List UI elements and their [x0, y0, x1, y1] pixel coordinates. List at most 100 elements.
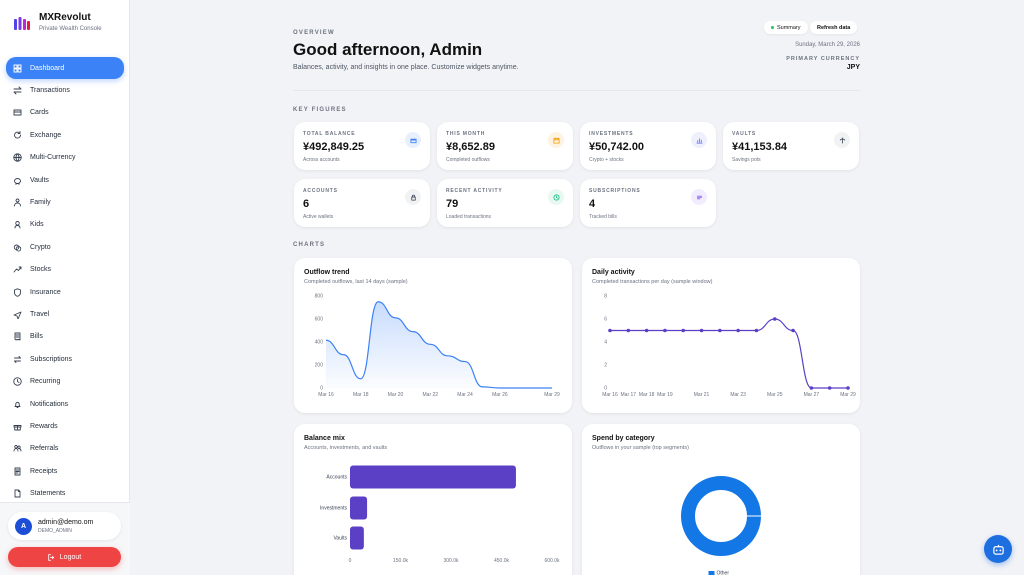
piggy-icon	[14, 177, 21, 185]
sidebar-item-kids[interactable]: Kids	[6, 214, 124, 236]
sidebar-item-travel[interactable]: Travel	[6, 303, 124, 325]
logout-icon	[48, 553, 54, 561]
x-tick-label: Mar 22	[423, 392, 439, 398]
sidebar-item-rewards[interactable]: Rewards	[6, 415, 124, 437]
data-point[interactable]	[644, 328, 649, 333]
area-fill	[326, 301, 552, 388]
sidebar-item-referrals[interactable]: Referrals	[6, 438, 124, 460]
chart-subtitle: Completed outflows, last 14 days (sample…	[304, 279, 408, 285]
primary-currency-value: JPY	[846, 64, 860, 71]
sidebar-item-notifications[interactable]: Notifications	[6, 393, 124, 415]
arrows-icon	[13, 86, 22, 95]
kpi-card-this-month[interactable]: THIS MONTH ¥8,652.89 Completed outflows	[437, 122, 573, 170]
brand[interactable]: MXRevolut Private Wealth Console	[14, 12, 102, 32]
kpi-card-recent-activity[interactable]: RECENT ACTIVITY 79 Loaded transactions	[437, 179, 573, 227]
data-point[interactable]	[754, 328, 759, 333]
sidebar-item-dashboard[interactable]: Dashboard	[6, 57, 124, 80]
kpi-icon-badge	[691, 189, 707, 205]
x-tick-label: Mar 27	[804, 392, 820, 398]
balance-mix-chart[interactable]: Accounts Investments Vaults 0 150.0k 300.0k 45…	[294, 424, 572, 574]
sidebar-item-label: Notifications	[30, 400, 69, 408]
kpi-card-investments[interactable]: INVESTMENTS ¥50,742.00 Crypto + stocks	[580, 122, 716, 170]
x-tick-label: Mar 19	[657, 392, 673, 398]
sidebar-item-exchange[interactable]: Exchange	[6, 124, 124, 146]
bar[interactable]	[350, 496, 368, 520]
sidebar-item-crypto[interactable]: Crypto	[6, 236, 124, 258]
x-tick-label: 600.0k	[544, 558, 560, 564]
sidebar-item-label: Statements	[30, 490, 66, 498]
plane-icon	[13, 311, 22, 319]
robot-icon	[992, 544, 1004, 555]
sidebar-item-transactions[interactable]: Transactions	[6, 79, 124, 101]
pie-slice[interactable]	[681, 476, 761, 556]
key-figures-heading: KEY FIGURES	[293, 107, 347, 113]
summary-toggle[interactable]: Summary	[764, 21, 808, 34]
sidebar-item-vaults[interactable]: Vaults	[6, 169, 124, 191]
sidebar-item-recurring[interactable]: Recurring	[6, 370, 124, 392]
spend-by-category-chart[interactable]: Other	[582, 424, 860, 575]
kpi-card-subscriptions[interactable]: SUBSCRIPTIONS 4 Tracked bills	[580, 179, 716, 227]
sidebar-item-statements[interactable]: Statements	[6, 482, 124, 504]
kpi-value: ¥492,849.25	[303, 141, 365, 153]
data-point[interactable]	[736, 328, 740, 333]
sidebar: MXRevolut Private Wealth Console Dashboa…	[0, 0, 130, 575]
data-point[interactable]	[846, 386, 850, 390]
kpi-card-accounts[interactable]: ACCOUNTS 6 Active wallets	[294, 179, 430, 227]
users-icon	[13, 445, 22, 452]
kpi-icon-badge	[548, 132, 564, 148]
sidebar-item-multi-currency[interactable]: Multi-Currency	[6, 147, 124, 169]
data-point[interactable]	[718, 328, 722, 333]
logout-button[interactable]: Logout	[8, 547, 121, 567]
page-subtitle: Balances, activity, and insights in one …	[293, 64, 519, 71]
data-point[interactable]	[626, 328, 631, 333]
kpi-value: 79	[446, 198, 459, 210]
sidebar-item-label: Dashboard	[30, 64, 65, 72]
assistant-bot-button[interactable]	[984, 535, 1012, 563]
page-eyebrow: OVERVIEW	[293, 30, 335, 36]
data-point[interactable]	[608, 328, 612, 333]
y-tick-label: 0	[320, 386, 323, 392]
logout-label: Logout	[59, 553, 82, 561]
bar[interactable]	[350, 526, 364, 550]
sidebar-item-cards[interactable]: Cards	[6, 102, 124, 124]
kpi-card-total-balance[interactable]: TOTAL BALANCE ¥492,849.25 Across accounts	[294, 122, 430, 170]
sidebar-item-insurance[interactable]: Insurance	[6, 281, 124, 303]
y-tick-label: 4	[604, 340, 607, 346]
sidebar-item-receipts[interactable]: Receipts	[6, 460, 124, 482]
sidebar-item-family[interactable]: Family	[6, 191, 124, 213]
series-line	[325, 301, 552, 389]
kpi-icon-badge	[548, 189, 564, 205]
data-point[interactable]	[699, 328, 704, 333]
data-point[interactable]	[809, 386, 814, 390]
outflow-trend-panel: Outflow trend Completed outflows, last 1…	[294, 258, 572, 413]
x-tick-label: Mar 20	[388, 392, 404, 398]
sidebar-item-label: Kids	[30, 221, 44, 229]
grid-icon	[13, 64, 22, 73]
sidebar-item-bills[interactable]: Bills	[6, 326, 124, 348]
brand-logo-icon	[14, 17, 30, 30]
bar[interactable]	[350, 465, 516, 489]
charts-heading: CHARTS	[293, 242, 326, 248]
outflow-trend-chart[interactable]: 0 200 400 600 800 Mar 16 Mar 18 Mar 20 Mar 22 Mar…	[294, 258, 572, 413]
data-point[interactable]	[791, 328, 795, 333]
daily-activity-chart[interactable]: 0 2 4 6 8 Mar 16 Mar 17 Mar 18 Mar 19 Mar 21 Mar 2…	[582, 258, 860, 413]
kpi-value: ¥8,652.89	[446, 141, 495, 153]
kpi-card-vaults[interactable]: VAULTS ¥41,153.84 Savings pots	[723, 122, 859, 170]
x-tick-label: Mar 25	[767, 392, 783, 398]
data-point[interactable]	[772, 317, 777, 321]
data-point[interactable]	[663, 328, 667, 333]
document-icon	[14, 467, 21, 476]
data-point[interactable]	[681, 328, 686, 333]
x-tick-label: Mar 29	[840, 392, 856, 398]
refresh-data-button[interactable]: Refresh data	[810, 21, 858, 34]
user-card[interactable]: A admin@demo.om DEMO_ADMIN	[8, 512, 121, 540]
sidebar-item-stocks[interactable]: Stocks	[6, 259, 124, 281]
data-point[interactable]	[827, 386, 832, 390]
receipt-icon	[14, 332, 21, 341]
sidebar-item-subscriptions[interactable]: Subscriptions	[6, 348, 124, 370]
sidebar-item-label: Bills	[30, 333, 43, 341]
calendar-icon	[552, 136, 560, 144]
chart-title: Outflow trend	[304, 269, 350, 276]
y-tick-label: 400	[315, 340, 324, 346]
spend-by-category-panel: Spend by category Outflows in your sampl…	[582, 424, 860, 575]
